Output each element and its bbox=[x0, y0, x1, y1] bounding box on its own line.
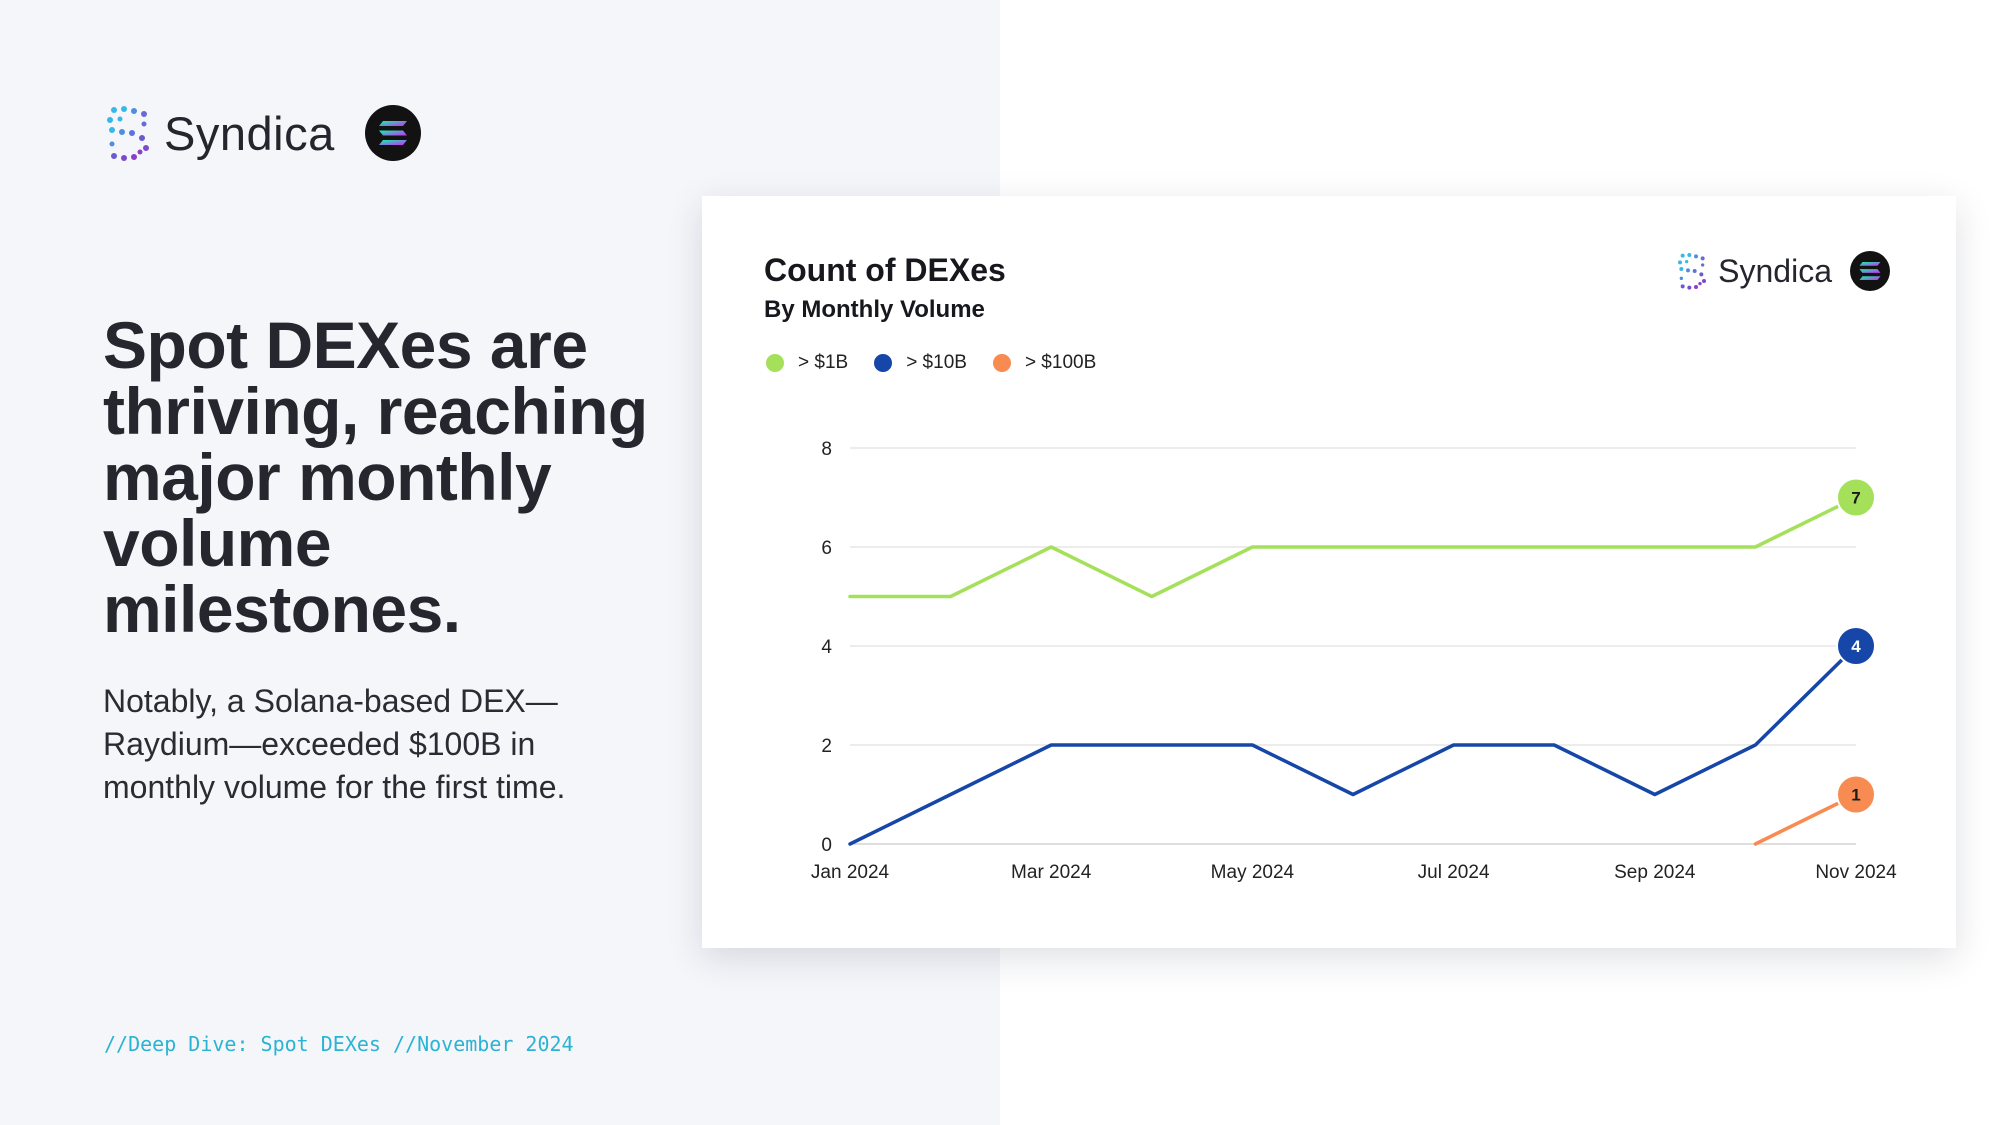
solana-logo-icon bbox=[364, 105, 421, 161]
syndica-logo-icon bbox=[107, 106, 149, 161]
chart-brand-wordmark: Syndica bbox=[1718, 252, 1832, 289]
legend-label: > $10B bbox=[906, 352, 967, 373]
end-point-label: 7 bbox=[1851, 489, 1860, 508]
legend-dot-icon bbox=[766, 354, 784, 372]
chart-title: Count of DEXes bbox=[764, 252, 1006, 288]
end-point-label: 1 bbox=[1851, 786, 1860, 805]
y-tick-label: 2 bbox=[821, 736, 832, 757]
legend-item-100b: > $100B bbox=[992, 352, 1097, 374]
series-line-0 bbox=[848, 495, 1858, 599]
syndica-logo-icon bbox=[1678, 253, 1707, 290]
brand-wordmark: Syndica bbox=[164, 106, 335, 160]
end-point-marker bbox=[1836, 626, 1876, 666]
legend-item-10b: > $10B bbox=[874, 352, 967, 374]
end-point-marker bbox=[1836, 774, 1876, 815]
x-tick-label: Jan 2024 bbox=[811, 862, 890, 883]
x-tick-label: Sep 2024 bbox=[1614, 862, 1696, 883]
x-tick-label: Mar 2024 bbox=[1011, 862, 1092, 883]
subtext: Notably, a Solana-based DEX—Raydium—exce… bbox=[103, 683, 566, 805]
legend-label: > $100B bbox=[1024, 352, 1097, 373]
y-tick-label: 8 bbox=[821, 439, 832, 460]
chart-brand: Syndica bbox=[1676, 250, 1890, 292]
y-tick-label: 4 bbox=[821, 637, 832, 658]
headline: Spot DEXes are thriving, reaching major … bbox=[103, 308, 648, 646]
y-tick-label: 0 bbox=[821, 835, 832, 856]
x-tick-label: Jul 2024 bbox=[1418, 862, 1490, 883]
end-point-marker bbox=[1836, 477, 1876, 518]
legend-dot-icon bbox=[874, 354, 893, 372]
brand-header: Syndica bbox=[104, 100, 421, 166]
line-chart: 0 2 4 6 8 Jan 2024 Mar 2024 May 2024 Jul 2024 Sep… bbox=[811, 439, 1897, 883]
legend-label: > $1B bbox=[798, 352, 849, 373]
chart-legend: > $1B > $10B > $100B bbox=[766, 352, 1122, 374]
footer-tag: //Deep Dive: Spot DEXes //November 2024 bbox=[104, 1032, 574, 1056]
solana-logo-icon bbox=[1850, 251, 1890, 291]
end-point-label: 4 bbox=[1851, 637, 1861, 656]
series-line-1 bbox=[848, 644, 1858, 846]
x-tick-label: Nov 2024 bbox=[1815, 862, 1897, 883]
legend-item-1b: > $1B bbox=[766, 352, 848, 374]
x-tick-label: May 2024 bbox=[1211, 862, 1295, 883]
legend-dot-icon bbox=[992, 354, 1011, 372]
chart-card: Count of DEXes By Monthly Volume Syndica bbox=[702, 196, 1956, 948]
chart-subtitle: By Monthly Volume bbox=[764, 296, 985, 323]
y-tick-label: 6 bbox=[821, 538, 832, 559]
